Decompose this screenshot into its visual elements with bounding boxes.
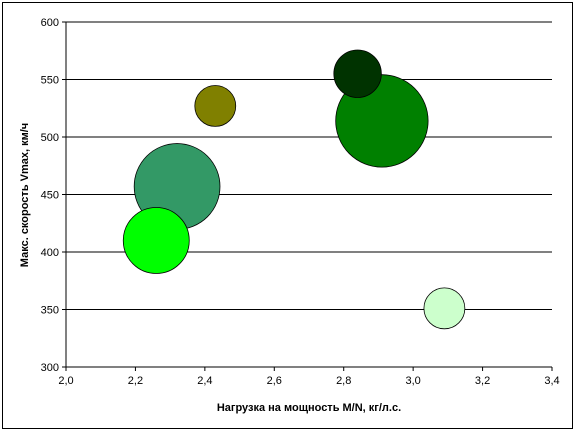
bubble-point: [122, 207, 190, 274]
y-tick-label: 550: [41, 75, 59, 87]
bubble-point: [423, 287, 466, 330]
x-tick-label: 3,2: [475, 375, 490, 387]
axes: [62, 21, 553, 371]
y-tick-label: 350: [41, 305, 59, 317]
y-tick-label: 400: [41, 247, 59, 259]
y-tick-label: 450: [41, 190, 59, 202]
x-tick-label: 3,0: [405, 375, 420, 387]
y-axis-title: Макс. скорость Vmax, км/ч: [19, 123, 31, 267]
y-tick-label: 300: [41, 362, 59, 374]
y-tick-label: 600: [41, 17, 59, 29]
chart-frame: [2, 2, 573, 429]
x-tick-label: 2,2: [128, 375, 143, 387]
x-tick-label: 2,0: [58, 375, 73, 387]
x-tick-label: 2,6: [267, 375, 282, 387]
tick-labels: 300 350 400 450 500 550 600 2,0 2,2 2,4 2,6 2,8 3,0 3…: [41, 17, 560, 387]
bubble-point: [194, 85, 237, 127]
bubbles: [122, 49, 466, 330]
y-tick-label: 500: [41, 132, 59, 144]
bubble-point: [333, 49, 382, 98]
x-tick-label: 2,8: [336, 375, 351, 387]
x-tick-label: 2,4: [197, 375, 212, 387]
x-tick-label: 3,4: [544, 375, 559, 387]
x-axis-title: Нагрузка на мощность M/N, кг/л.с.: [217, 402, 401, 414]
